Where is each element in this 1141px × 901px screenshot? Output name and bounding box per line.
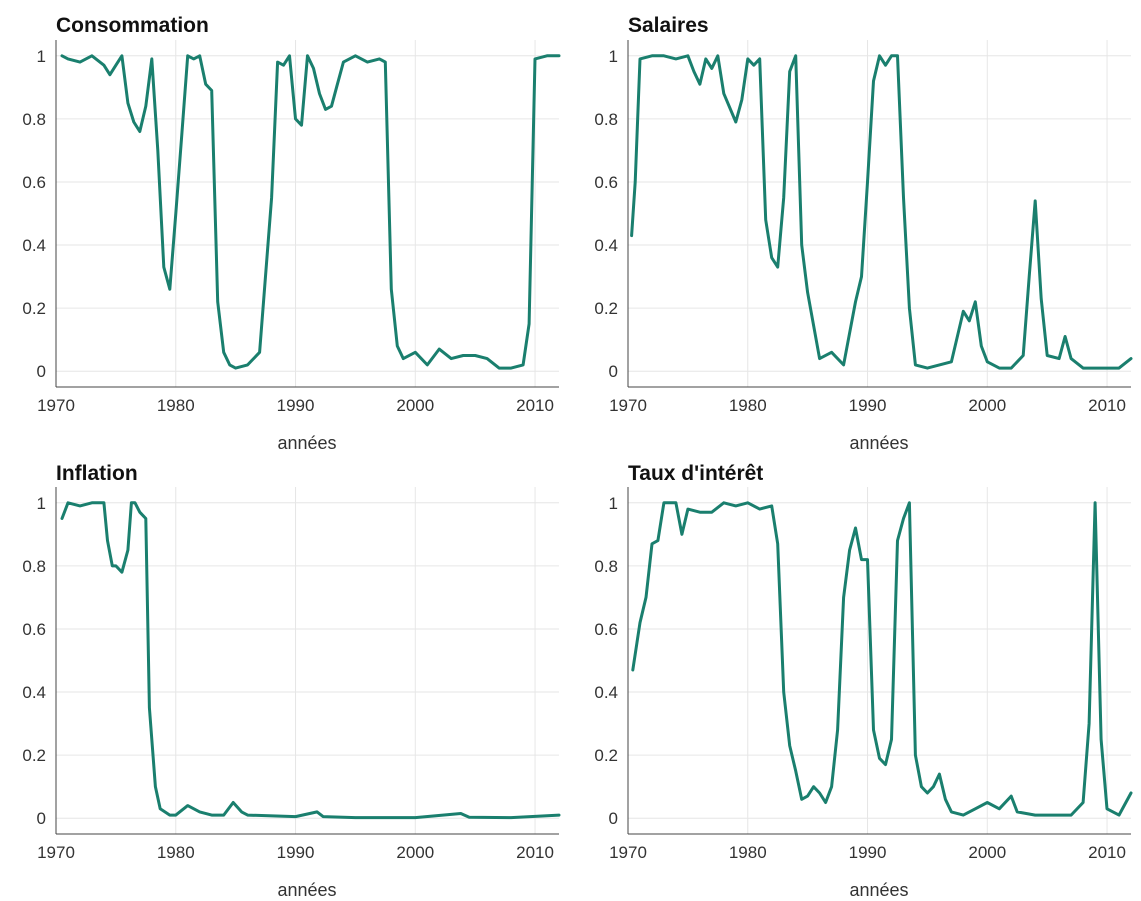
x-tick-label: 1970 [609,843,647,862]
x-tick-label: 2010 [1088,396,1126,415]
y-tick-label: 0.4 [594,683,618,702]
series-line [630,54,1133,370]
x-tick-label: 1980 [157,843,195,862]
y-tick-label: 0 [609,809,618,828]
y-tick-label: 0.8 [22,557,46,576]
y-tick-label: 1 [609,47,618,66]
x-axis-label: années [277,880,336,900]
series-line [60,54,561,370]
x-tick-label: 1990 [849,396,887,415]
x-tick-label: 1980 [729,396,767,415]
x-tick-label: 2000 [396,396,434,415]
y-tick-label: 0.4 [22,683,46,702]
panel-salaires: Salaires années 0 0.2 0.4 0.6 0.8 1 1970 1980 19… [594,14,1133,453]
y-tick-label: 0.2 [22,299,46,318]
y-tick-label: 0.2 [594,746,618,765]
x-tick-label: 2000 [396,843,434,862]
y-tick-label: 0 [37,809,46,828]
x-tick-label: 2010 [516,396,554,415]
series-line [631,501,1133,817]
panel-consommation: Consommation années 0 0.2 0.4 0.6 0.8 1 1970 19… [22,14,561,453]
y-tick-label: 1 [37,47,46,66]
panel-inflation: Inflation années 0 0.2 0.4 0.6 0.8 1 1970 1980 1… [22,462,561,900]
x-tick-label: 1990 [849,843,887,862]
x-tick-label: 1980 [157,396,195,415]
y-tick-label: 0.6 [22,173,46,192]
x-tick-label: 2010 [1088,843,1126,862]
chart-title: Taux d'intérêt [628,462,763,485]
x-tick-label: 1970 [37,396,75,415]
y-tick-label: 0.4 [22,236,46,255]
x-tick-label: 1970 [37,843,75,862]
x-tick-label: 1970 [609,396,647,415]
x-axis-label: années [849,433,908,453]
y-tick-label: 1 [609,494,618,513]
y-tick-label: 0 [609,362,618,381]
chart-title: Salaires [628,14,709,37]
x-tick-label: 2010 [516,843,554,862]
y-tick-label: 0.8 [22,110,46,129]
x-tick-label: 2000 [968,843,1006,862]
x-axis-label: années [849,880,908,900]
y-tick-label: 0.2 [22,746,46,765]
chart-title: Inflation [56,462,138,485]
panel-taux-d-interet: Taux d'intérêt années 0 0.2 0.4 0.6 0.8 1 1970… [594,462,1133,900]
y-tick-label: 1 [37,494,46,513]
x-tick-label: 1990 [277,843,315,862]
y-tick-label: 0.6 [594,620,618,639]
y-tick-label: 0.8 [594,110,618,129]
x-tick-label: 2000 [968,396,1006,415]
x-tick-label: 1990 [277,396,315,415]
series-line [60,501,561,820]
x-tick-label: 1980 [729,843,767,862]
y-tick-label: 0.6 [22,620,46,639]
y-tick-label: 0.2 [594,299,618,318]
y-tick-label: 0.4 [594,236,618,255]
y-tick-label: 0.6 [594,173,618,192]
chart-title: Consommation [56,14,209,37]
y-tick-label: 0 [37,362,46,381]
x-axis-label: années [277,433,336,453]
y-tick-label: 0.8 [594,557,618,576]
